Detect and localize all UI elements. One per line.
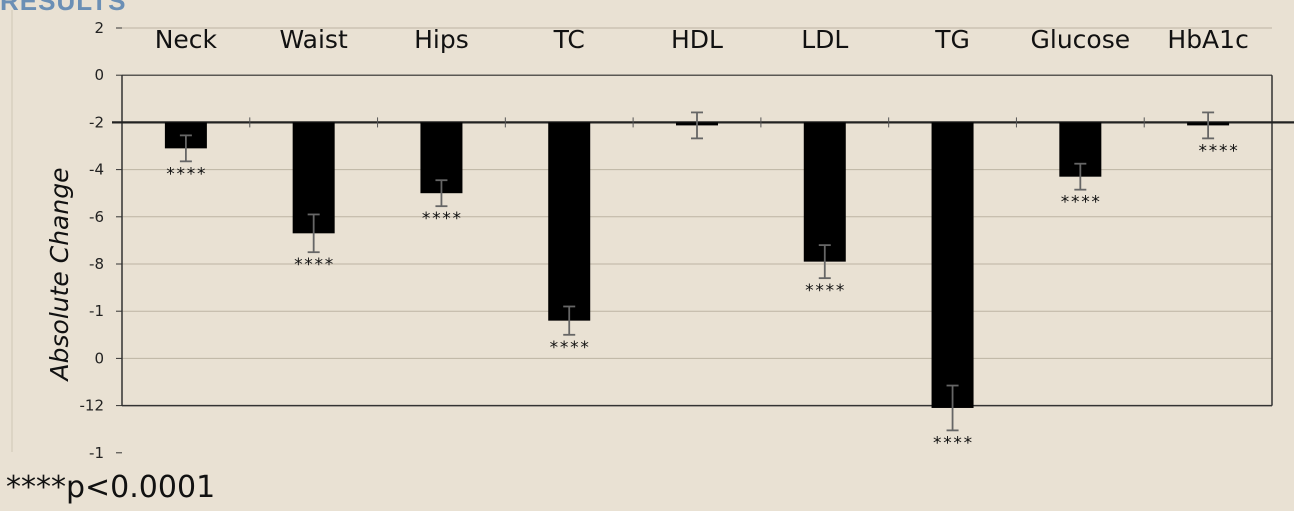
- section-header: RESULTS: [0, 0, 127, 16]
- y-tick-label: 0: [94, 349, 104, 367]
- y-tick-label: 0: [94, 66, 104, 84]
- bar-tc: [548, 122, 591, 321]
- y-tick-label: -2: [89, 113, 104, 131]
- category-label: TC: [553, 25, 585, 54]
- y-tick-label: -6: [89, 208, 104, 226]
- significance-label: ****: [165, 164, 206, 184]
- category-label: TG: [934, 25, 970, 54]
- bar-ldl: [803, 122, 846, 262]
- category-label: Glucose: [1031, 25, 1131, 54]
- y-tick-label: -4: [89, 161, 104, 179]
- significance-label: ****: [1060, 193, 1101, 213]
- category-label: Neck: [155, 25, 218, 54]
- y-tick-label: -8: [89, 255, 104, 273]
- significance-label: ****: [1198, 141, 1239, 161]
- y-tick-label: -1: [89, 444, 104, 462]
- significance-label: ****: [932, 433, 973, 453]
- significance-label: ****: [421, 209, 462, 229]
- significance-label: ****: [804, 281, 845, 301]
- category-label: LDL: [801, 25, 848, 54]
- y-tick-label: -12: [80, 397, 105, 415]
- category-label: HbA1c: [1167, 25, 1248, 54]
- bar-chart: 20-2-4-6-8-10-12-1-14Absolute ChangeNeck…: [11, 10, 1294, 462]
- category-label: Hips: [414, 25, 469, 54]
- significance-label: ****: [293, 255, 334, 275]
- y-tick-label: -1: [89, 302, 104, 320]
- y-tick-label: 2: [94, 19, 104, 37]
- y-axis-label: Absolute Change: [45, 168, 74, 383]
- category-label: Waist: [280, 25, 348, 54]
- bar-tg: [931, 122, 974, 408]
- significance-label: ****: [549, 338, 590, 358]
- category-label: HDL: [671, 25, 723, 54]
- footnote: ****p<0.0001: [6, 470, 216, 505]
